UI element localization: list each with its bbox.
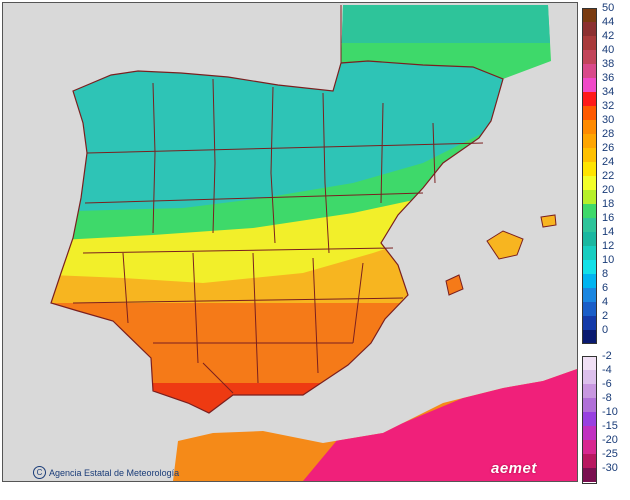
positive-label: 28: [602, 128, 615, 140]
negative-label: -20: [602, 434, 618, 446]
positive-swatch: [582, 218, 597, 232]
positive-label: 24: [602, 156, 615, 168]
negative-swatch: [582, 384, 597, 398]
province-borders: [72, 78, 484, 394]
positive-swatch: [582, 288, 597, 302]
positive-label: 50: [602, 2, 615, 14]
positive-swatch: [582, 106, 597, 120]
positive-label: 42: [602, 30, 615, 42]
negative-label: -15: [602, 420, 618, 432]
copyright-icon: C: [33, 466, 46, 479]
positive-swatch: [582, 78, 597, 92]
positive-swatch: [582, 330, 597, 344]
negative-swatch: [582, 398, 597, 412]
map-canvas: [50, 5, 577, 481]
negative-label: -10: [602, 406, 618, 418]
negative-swatch: [582, 412, 597, 426]
positive-swatch: [582, 246, 597, 260]
positive-label: 44: [602, 16, 615, 28]
positive-swatch: [582, 162, 597, 176]
africa-zone-hot: [303, 369, 577, 481]
aemet-logo: aemet: [491, 460, 537, 477]
temperature-map: C Agencia Estatal de Meteorología aemet: [2, 2, 578, 482]
positive-label: 0: [602, 324, 609, 336]
negative-label: -25: [602, 448, 618, 460]
positive-swatch: [582, 260, 597, 274]
positive-label: 4: [602, 296, 609, 308]
negative-swatch: [582, 426, 597, 440]
positive-label: 2: [602, 310, 609, 322]
positive-label: 14: [602, 226, 615, 238]
positive-swatch: [582, 22, 597, 36]
positive-swatch: [582, 120, 597, 134]
positive-swatch: [582, 50, 597, 64]
zone-cool: [51, 61, 503, 213]
positive-swatch: [582, 232, 597, 246]
negative-swatch: [582, 468, 597, 482]
negative-label: -6: [602, 378, 612, 390]
positive-swatch: [582, 274, 597, 288]
mallorca: [486, 230, 524, 260]
positive-swatch: [582, 64, 597, 78]
negative-label: -8: [602, 392, 612, 404]
negative-label: -30: [602, 462, 618, 474]
negative-swatch: [582, 454, 597, 468]
negative-swatch: [582, 356, 597, 370]
positive-label: 6: [602, 282, 609, 294]
positive-label: 36: [602, 72, 615, 84]
menorca: [540, 214, 557, 228]
positive-label: 22: [602, 170, 615, 182]
positive-label: 16: [602, 212, 615, 224]
ibiza: [445, 274, 464, 296]
positive-label: 26: [602, 142, 615, 154]
color-legend: 50 44 42 40 38 36 34 32 30 28 26 24 22 20 18 16 14 12 10 8 6…: [582, 3, 626, 484]
positive-swatch: [582, 302, 597, 316]
positive-swatch: [582, 190, 597, 204]
positive-label: 32: [602, 100, 615, 112]
negative-label: -2: [602, 350, 612, 362]
credit-text: Agencia Estatal de Meteorología: [49, 467, 180, 478]
positive-label: 10: [602, 254, 615, 266]
negative-label: -4: [602, 364, 612, 376]
positive-swatch: [582, 204, 597, 218]
negative-swatch: [582, 370, 597, 384]
france-zone-teal: [341, 5, 551, 43]
credit: C Agencia Estatal de Meteorología: [33, 466, 179, 479]
positive-label: 30: [602, 114, 615, 126]
positive-swatch: [582, 316, 597, 330]
positive-swatch: [582, 134, 597, 148]
positive-label: 38: [602, 58, 615, 70]
positive-label: 40: [602, 44, 615, 56]
positive-label: 18: [602, 198, 615, 210]
positive-label: 20: [602, 184, 615, 196]
positive-label: 12: [602, 240, 615, 252]
positive-swatch: [582, 176, 597, 190]
positive-label: 34: [602, 86, 615, 98]
positive-swatch: [582, 36, 597, 50]
positive-swatch: [582, 148, 597, 162]
positive-swatch: [582, 8, 597, 22]
positive-label: 8: [602, 268, 609, 280]
negative-swatch: [582, 440, 597, 454]
positive-swatch: [582, 92, 597, 106]
